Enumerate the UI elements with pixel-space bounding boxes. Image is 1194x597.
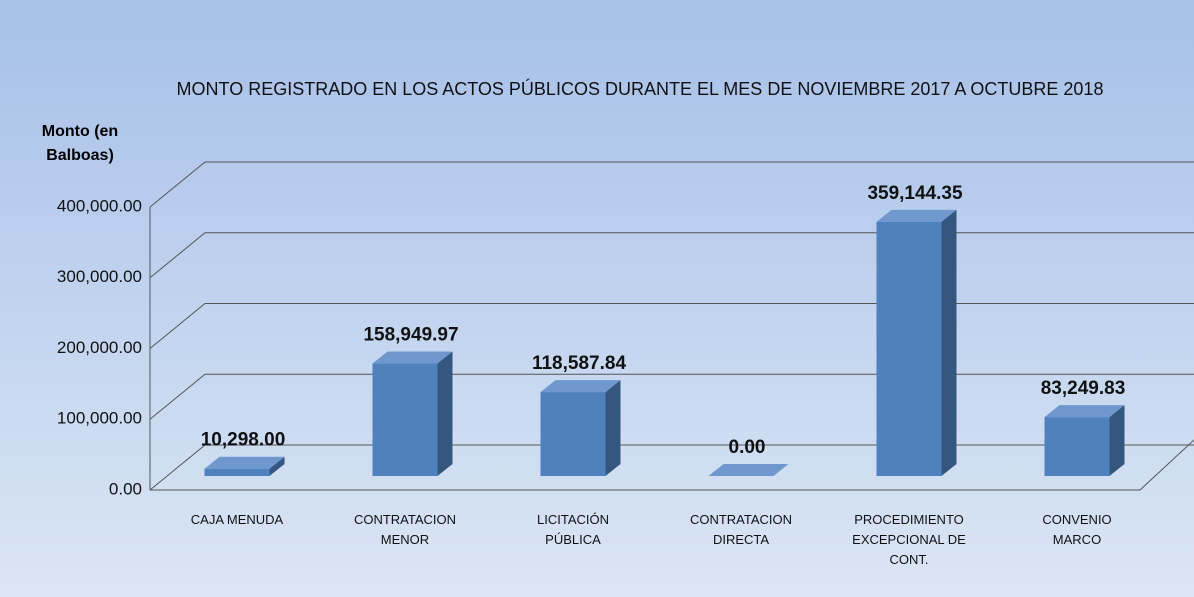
data-label: 10,298.00 bbox=[201, 430, 286, 451]
bar bbox=[876, 221, 942, 476]
bar-side bbox=[941, 209, 957, 476]
bar-top bbox=[876, 209, 957, 222]
y-tick-label: 200,000.00 bbox=[57, 338, 142, 357]
bar-top bbox=[540, 380, 621, 393]
x-tick-label: LICITACIÓN PÚBLICA bbox=[537, 512, 609, 547]
x-tick-label: CONTRATACION DIRECTA bbox=[689, 512, 793, 547]
grid-line bbox=[149, 373, 1194, 420]
data-label: 359,144.35 bbox=[867, 183, 963, 204]
data-label: 118,587.84 bbox=[532, 353, 626, 374]
y-tick-label: 300,000.00 bbox=[57, 267, 142, 286]
data-label: 158,949.97 bbox=[363, 325, 458, 346]
chart-title: MONTO REGISTRADO EN LOS ACTOS PÚBLICOS D… bbox=[177, 78, 1104, 99]
y-axis-label: Monto (en Balboas) bbox=[41, 123, 119, 164]
data-label: 83,249.83 bbox=[1041, 378, 1126, 399]
y-tick-label: 0.00 bbox=[109, 479, 142, 498]
bar bbox=[1044, 417, 1110, 476]
grid-line bbox=[149, 444, 1194, 491]
bar-side bbox=[269, 456, 285, 476]
bar-top bbox=[1044, 405, 1125, 418]
floor bbox=[150, 439, 1194, 491]
x-tick-label: CONVENIO MARCO bbox=[1042, 512, 1112, 547]
bar bbox=[540, 392, 606, 476]
bar-top bbox=[204, 456, 285, 469]
x-tick-label: CONTRATACION MENOR bbox=[353, 512, 457, 547]
bar bbox=[204, 468, 270, 476]
x-tick-label: CAJA MENUDA bbox=[190, 512, 284, 527]
grid-line bbox=[149, 161, 1194, 208]
bar-side bbox=[605, 380, 621, 476]
y-tick-label: 100,000.00 bbox=[57, 409, 142, 428]
x-tick-label: PROCEDIMIENTO EXCEPCIONAL DE CONT. bbox=[852, 512, 966, 567]
bar-side bbox=[1109, 405, 1125, 476]
bar-top bbox=[372, 351, 453, 364]
y-tick-label: 400,000.00 bbox=[57, 196, 142, 215]
bar-side bbox=[437, 351, 453, 476]
grid-line bbox=[149, 303, 1194, 349]
grid-line bbox=[149, 232, 1194, 279]
data-label: 0.00 bbox=[729, 437, 766, 458]
bar bbox=[372, 363, 438, 476]
bar-top bbox=[708, 464, 789, 476]
